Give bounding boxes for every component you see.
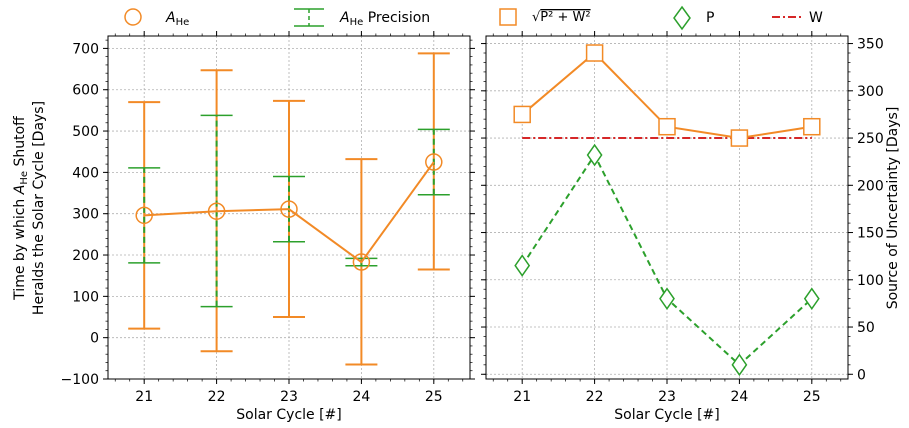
legend-label-sqrt: √P² + W²: [532, 10, 591, 25]
y-tick-label: 300: [72, 207, 99, 223]
a-he-point: [207, 202, 226, 220]
y-tick-label: 200: [72, 248, 99, 264]
legend-label-p: P: [706, 10, 714, 26]
right-frame: [485, 35, 849, 380]
y-tick-label: 0: [857, 367, 866, 383]
y-tick-label: 600: [72, 83, 99, 99]
right-y-axis-label: Source of Uncertainty [Days]: [885, 107, 901, 310]
legend-item-a-he-precision: AHe Precision: [294, 8, 430, 28]
a-he-point: [280, 200, 298, 218]
y-tick-label: 700: [72, 41, 99, 57]
y-tick-label: 100: [72, 289, 99, 305]
x-tick-label: 24: [730, 389, 748, 405]
sqrt-point: [730, 129, 749, 147]
x-tick-label: 24: [352, 389, 370, 405]
legend-item-sqrt: √P² + W²: [499, 8, 591, 26]
x-tick-label: 21: [513, 389, 531, 405]
right-x-axis-label: Solar Cycle [#]: [614, 407, 720, 423]
sqrt-point: [585, 44, 604, 62]
a-he-point: [135, 206, 153, 225]
y-tick-label: 200: [857, 178, 884, 194]
x-tick-label: 25: [803, 389, 821, 405]
y-tick-label: 500: [72, 124, 99, 140]
legend-item-p: P: [673, 5, 714, 31]
y-tick-label: 400: [72, 165, 99, 181]
x-tick-label: 23: [658, 389, 676, 405]
left-x-axis-label: Solar Cycle [#]: [236, 407, 342, 423]
legend-marker-diamond: [673, 5, 691, 31]
y-tick-label: −100: [61, 372, 99, 388]
a-he-point: [425, 153, 443, 171]
a-he-line: [144, 161, 435, 264]
x-tick-label: 25: [425, 389, 443, 405]
x-tick-label: 23: [280, 389, 298, 405]
x-tick-label: 22: [208, 389, 226, 405]
y-tick-label: 50: [857, 320, 875, 336]
y-tick-label: 250: [857, 131, 884, 147]
legend-label-w: W: [809, 10, 823, 26]
left-panel: 21 22 23 24 25 −100 0 100 200 300 400 500 600 700 Sol…: [12, 31, 475, 423]
left-y-axis-label-line1: Time by which AHe Shutoff: [12, 116, 30, 301]
sqrt-point: [803, 117, 821, 136]
right-grid: [486, 36, 848, 379]
left-y-axis-label-line2: Heralds the Solar Cycle [Days]: [31, 101, 47, 315]
y-tick-label: 150: [857, 226, 884, 242]
p-point: [731, 353, 748, 377]
p-point: [514, 254, 531, 277]
legend-label-a-he-precision: AHe Precision: [339, 10, 430, 28]
legend-marker-square: [499, 8, 517, 26]
legend-marker-circle: [124, 8, 142, 26]
p-point: [803, 287, 820, 310]
x-tick-label: 22: [586, 389, 604, 405]
legend-item-w: W: [772, 10, 823, 26]
y-tick-label: 350: [857, 37, 884, 53]
x-tick-label: 21: [135, 389, 153, 405]
legend-item-a-he: AHe: [124, 8, 189, 28]
p-point: [586, 143, 603, 167]
a-he-point: [352, 253, 371, 271]
y-tick-label: 300: [857, 84, 884, 100]
left-ticks: 21 22 23 24 25 −100 0 100 200 300 400 500 600 700: [61, 31, 475, 405]
sqrt-point: [513, 105, 531, 124]
legend-label-a-he: AHe: [165, 10, 189, 28]
y-tick-label: 100: [857, 273, 884, 289]
sqrt-point: [658, 117, 676, 136]
y-tick-label: 0: [90, 331, 99, 347]
p-point: [659, 287, 675, 310]
right-series: [513, 44, 821, 377]
left-series: [128, 52, 450, 366]
legend: AHe AHe Precision √P² + W² P W: [124, 5, 823, 31]
